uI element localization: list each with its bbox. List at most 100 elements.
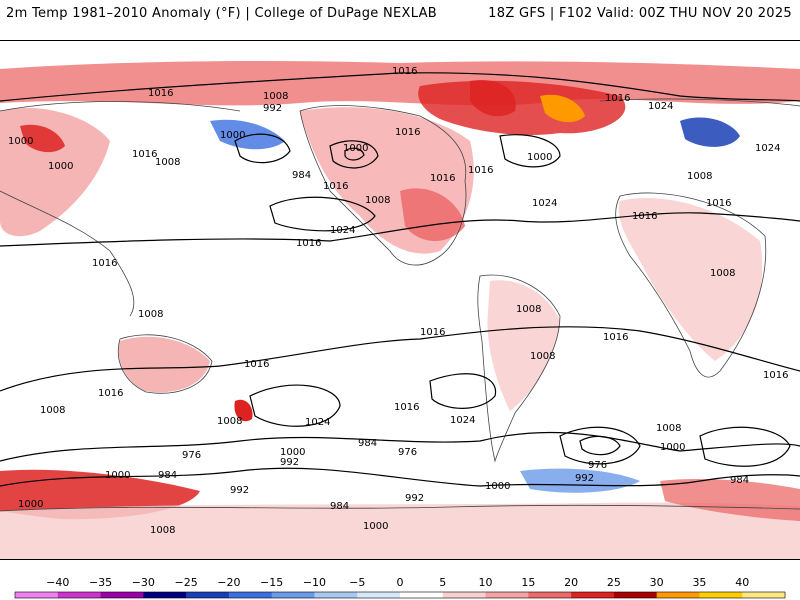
antarctica-coast xyxy=(0,504,800,512)
isobar-label: 1016 xyxy=(132,149,157,160)
anomaly-shading xyxy=(0,61,800,559)
isobar-label: 1008 xyxy=(138,309,163,320)
isobar-label: 1000 xyxy=(660,442,685,453)
isobar-label: 1008 xyxy=(40,405,65,416)
australia-coast xyxy=(117,334,213,394)
legend-tick-label: 25 xyxy=(607,576,621,589)
legend-swatch xyxy=(228,592,273,598)
legend-swatch xyxy=(100,592,144,598)
isobar-label: 1016 xyxy=(605,93,630,104)
coastlines xyxy=(0,98,800,512)
isobar-label: 1024 xyxy=(648,101,673,112)
isobar-label: 992 xyxy=(280,457,299,468)
isobar-label: 1008 xyxy=(530,351,555,362)
isobar-label: 1008 xyxy=(516,304,541,315)
south-america-coast xyxy=(477,274,561,463)
isobar-label: 1000 xyxy=(485,481,510,492)
isobar-label: 984 xyxy=(158,470,177,481)
isobar-label: 1016 xyxy=(296,238,321,249)
isobar-label: 1008 xyxy=(656,423,681,434)
isobar-label: 1000 xyxy=(280,447,305,458)
legend-tick-label: 15 xyxy=(521,576,535,589)
isobars xyxy=(0,72,800,487)
legend-color-bar xyxy=(14,591,786,599)
nz-warm xyxy=(234,399,253,422)
legend-swatch xyxy=(699,592,743,598)
legend-tick-label: 5 xyxy=(439,576,446,589)
legend-tick-labels: −40 −35 −30 −25 −20 −15 −10 −5 0 5 10 15 20 25 30 35 40 xyxy=(46,576,749,589)
legend-swatch xyxy=(57,592,102,598)
legend-tick-label: −15 xyxy=(260,576,283,589)
model-run-info: 18Z GFS | F102 Valid: 00Z THU NOV 20 202… xyxy=(488,6,792,21)
isobar-label: 1016 xyxy=(706,198,731,209)
isobar-label: 976 xyxy=(588,460,607,471)
north-america-coast xyxy=(299,105,467,266)
legend-swatch xyxy=(656,592,700,598)
isobar-label: 1016 xyxy=(763,370,788,381)
africa-warm xyxy=(618,197,763,361)
legend-swatch xyxy=(485,592,529,598)
isobar-label: 976 xyxy=(182,450,201,461)
europe-warm xyxy=(20,124,65,153)
isobar-labels: 1016 1016 1008 992 1000 1016 1024 1016 1… xyxy=(8,66,788,536)
legend-swatch xyxy=(314,592,358,598)
isobar-label: 1000 xyxy=(48,161,73,172)
isobar-label: 992 xyxy=(575,473,594,484)
isobar-1016-south xyxy=(0,326,800,392)
legend-tick-label: 10 xyxy=(479,576,493,589)
low-southern-ocean-1 xyxy=(559,426,641,465)
isobar-label: 1016 xyxy=(420,327,445,338)
isobar-label: 1008 xyxy=(217,416,242,427)
legend-swatch xyxy=(528,592,572,598)
greenland-warm xyxy=(470,80,516,117)
africa-coast xyxy=(615,192,767,378)
isobar-label: 1016 xyxy=(244,359,269,370)
header-bar: 2m Temp 1981–2010 Anomaly (°F) | College… xyxy=(0,0,800,30)
legend-tick-label: −20 xyxy=(217,576,240,589)
isobar-label: 1024 xyxy=(755,143,780,154)
isobar-label: 1008 xyxy=(263,91,288,102)
isobar-label: 1016 xyxy=(392,66,417,77)
legend-swatch xyxy=(613,592,658,598)
low-aleutian xyxy=(329,140,379,169)
isobar-label: 1024 xyxy=(330,225,355,236)
isobar-label: 1016 xyxy=(92,258,117,269)
legend-canvas: −40 −35 −30 −25 −20 −15 −10 −5 0 5 10 15 20 25 30 35 40 xyxy=(14,576,786,599)
isobar-label: 1016 xyxy=(468,165,493,176)
isobar-label: 1024 xyxy=(450,415,475,426)
isobar-label: 1000 xyxy=(220,130,245,141)
australia-warm xyxy=(118,336,210,393)
legend-swatch xyxy=(571,592,615,598)
isobar-label: 1016 xyxy=(98,388,123,399)
legend-swatch xyxy=(357,592,401,598)
legend-tick-label: −40 xyxy=(46,576,69,589)
legend-tick-label: 20 xyxy=(564,576,578,589)
legend-tick-label: 0 xyxy=(397,576,404,589)
isobar-1024-south xyxy=(249,384,341,427)
isobar-label: 1000 xyxy=(527,152,552,163)
isobar-label: 1000 xyxy=(363,521,388,532)
anomaly-map: 1016 1016 1008 992 1000 1016 1024 1016 1… xyxy=(0,40,800,560)
isobar-label: 992 xyxy=(230,485,249,496)
isobar-1000-south xyxy=(0,431,800,462)
isobar-label: 984 xyxy=(730,475,749,486)
legend-outline xyxy=(14,591,786,599)
legend-tick-label: −25 xyxy=(175,576,198,589)
legend-swatch xyxy=(271,592,315,598)
legend-tick-label: −35 xyxy=(89,576,112,589)
antarctic-warm-band xyxy=(0,502,800,559)
legend-tick-label: −10 xyxy=(303,576,326,589)
isobar-label: 1016 xyxy=(394,402,419,413)
isobar-label: 1008 xyxy=(710,268,735,279)
isobar-label: 1024 xyxy=(532,198,557,209)
legend-tick-label: 35 xyxy=(692,576,706,589)
low-aleutian-inner xyxy=(344,147,365,161)
isobar-label: 1008 xyxy=(365,195,390,206)
siberia-hot-core xyxy=(540,94,585,123)
low-southern-ocean-2 xyxy=(699,426,791,467)
isobar-label: 1000 xyxy=(8,136,33,147)
isobar-label: 1016 xyxy=(603,332,628,343)
isobar-1024-south2 xyxy=(429,373,497,409)
isobar-1024-pacific xyxy=(269,196,376,232)
isobar-label: 1008 xyxy=(155,157,180,168)
